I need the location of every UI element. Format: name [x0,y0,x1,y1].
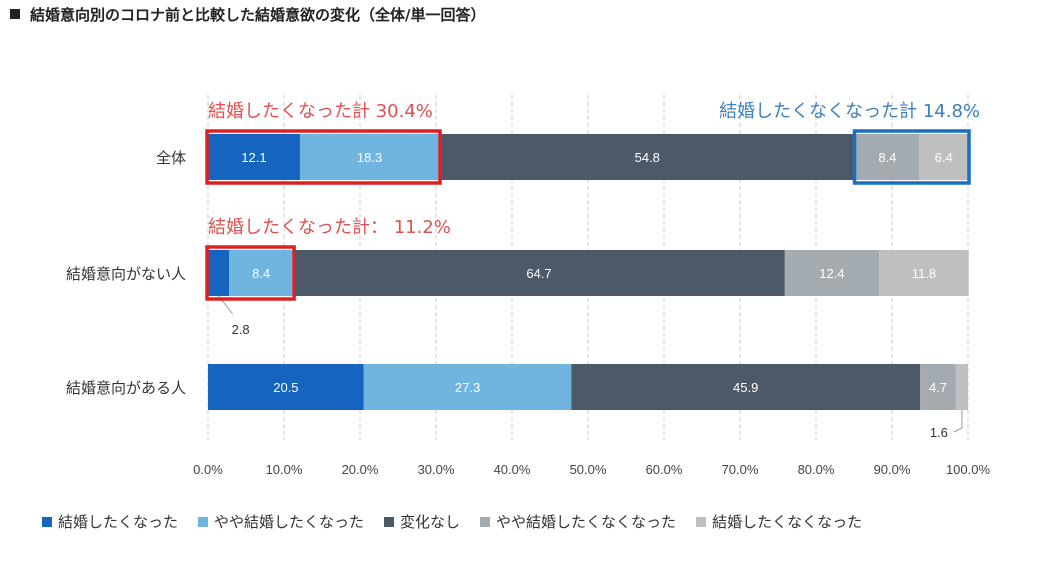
legend-item: 結婚したくなった [42,511,178,532]
x-tick-label: 70.0% [722,462,759,477]
data-label: 11.8 [912,266,936,281]
outside-data-label: 1.6 [930,425,948,440]
data-label: 12.4 [819,266,844,281]
bar-segment [363,364,572,410]
annotation-label: 結婚したくなった計： 11.2% [208,217,451,238]
data-label: 54.8 [635,150,660,165]
bar-segment [293,250,785,296]
data-label: 27.3 [455,380,480,395]
stacked-bar-chart: 0.0% 10.0% 20.0% 30.0% 40.0% 50.0% 60.0% 70.0% 8… [66,95,991,477]
data-label: 8.4 [252,266,270,281]
data-label: 64.7 [526,266,551,281]
category-label: 結婚意向がある人 [66,379,186,397]
bar-segment [229,250,294,296]
x-tick-label: 100.0% [946,462,991,477]
highlight-box [852,129,971,185]
legend-label: 変化なし [400,513,461,531]
title-square-icon [10,9,20,19]
data-label: 20.5 [273,380,298,395]
bar-segment [855,134,920,180]
legend-swatch [384,516,395,527]
x-tick-label: 0.0% [193,462,223,477]
chart-legend: 結婚したくなった やや結婚したくなった 変化なし やや結婚したくなくなった 結婚したくな… [42,511,862,532]
bar-segment [299,134,440,180]
bar-segment [955,364,968,410]
bar-segment [208,134,300,180]
legend-swatch [696,516,707,527]
x-tick-label: 80.0% [798,462,835,477]
legend-item: やや結婚したくなった [198,511,364,532]
annotation-label: 結婚したくなった計 30.4% [208,101,433,122]
x-tick-label: 10.0% [266,462,303,477]
x-tick-label: 20.0% [342,462,379,477]
legend-label: 結婚したくなくなった [712,513,863,531]
legend-swatch [480,516,491,527]
annotation-label: 結婚したくなくなった計 14.8% [719,101,980,122]
data-label: 4.7 [929,380,947,395]
data-label: 12.1 [241,150,266,165]
chart-title-text: 結婚意向別のコロナ前と比較した結婚意欲の変化（全体/単一回答） [30,6,486,24]
bar-segment [920,364,956,410]
category-label: 結婚意向がない人 [66,265,186,283]
x-tick-label: 50.0% [570,462,607,477]
legend-item: 変化なし [384,511,460,532]
legend-swatch [42,516,52,527]
outside-data-label: 2.8 [232,322,250,337]
legend-label: やや結婚したくなった [214,513,365,531]
legend-item: 結婚したくなくなった [696,511,862,532]
x-tick-label: 60.0% [646,462,683,477]
data-label: 6.4 [935,150,953,165]
legend-label: やや結婚したくなくなった [496,513,677,531]
legend-item: やや結婚したくなくなった [480,511,676,532]
leader-line [953,410,963,433]
bar-segment [879,250,969,296]
bar-segment [208,364,364,410]
x-tick-label: 90.0% [874,462,911,477]
data-label: 18.3 [357,150,382,165]
x-tick-label: 40.0% [494,462,531,477]
bar-segment [439,134,856,180]
category-label: 全体 [156,149,186,167]
chart-title: 結婚意向別のコロナ前と比較した結婚意欲の変化（全体/単一回答） [10,4,485,25]
legend-swatch [198,516,209,527]
bar-segment [919,134,968,180]
bar-segment [571,364,921,410]
data-label: 45.9 [733,380,758,395]
x-tick-label: 30.0% [418,462,455,477]
bar-segment [208,250,230,296]
highlight-box [205,245,296,301]
legend-label: 結婚したくなった [58,513,179,531]
data-label: 8.4 [878,150,896,165]
highlight-box [205,129,442,185]
bar-segment [784,250,880,296]
